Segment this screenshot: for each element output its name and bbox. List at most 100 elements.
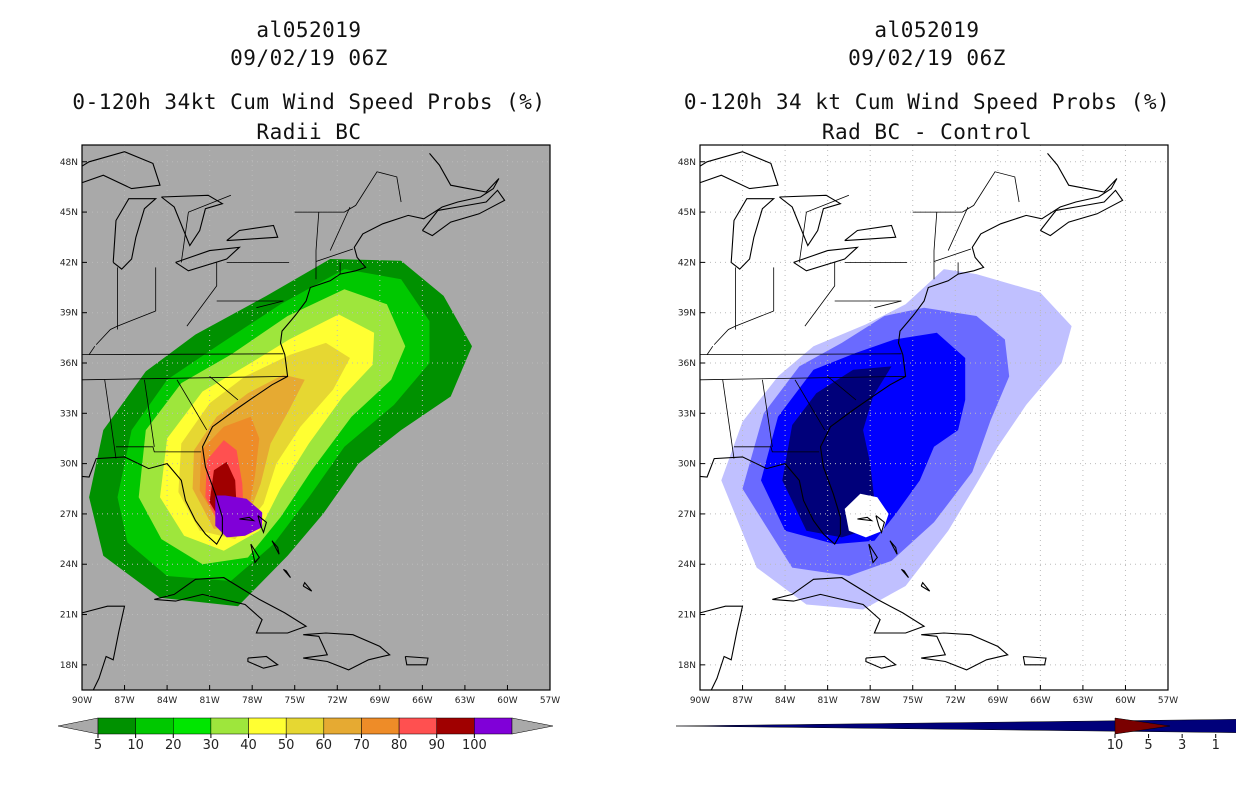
colorbar-label: 5 [94, 738, 102, 753]
lat-label: 36N [678, 359, 696, 369]
lon-label: 90W [690, 696, 710, 706]
lon-label: 87W [732, 696, 752, 706]
lat-label: 30N [678, 460, 696, 470]
lat-label: 21N [678, 611, 696, 621]
contour-group [89, 259, 472, 607]
panel-rad-bc-control: al052019 09/02/19 06Z 0-120h 34 kt Cum W… [618, 0, 1236, 800]
lon-label: 72W [327, 696, 347, 706]
colorbar-left-arrow [57, 717, 99, 735]
colorbar-swatch [361, 717, 400, 735]
lon-label: 72W [945, 696, 965, 706]
datetime-title: 09/02/19 06Z [848, 46, 1006, 70]
lon-label: 84W [775, 696, 795, 706]
lon-label: 78W [242, 696, 262, 706]
datetime-title: 09/02/19 06Z [230, 46, 388, 70]
lon-label: 57W [1158, 696, 1178, 706]
colorbar-swatch [436, 717, 475, 735]
lat-label: 18N [60, 661, 78, 671]
coastlines [82, 151, 506, 690]
lon-label: 78W [860, 696, 880, 706]
coastlines [700, 151, 1124, 690]
colorbar-label: 80 [391, 738, 408, 753]
lon-label: 84W [157, 696, 177, 706]
lon-label: 75W [285, 696, 305, 706]
lon-label: 75W [903, 696, 923, 706]
lat-label: 33N [60, 409, 78, 419]
colorbar-swatch [285, 717, 325, 735]
lon-label: 87W [114, 696, 134, 706]
lat-label: 45N [60, 208, 78, 218]
contour-90-pct [215, 495, 263, 538]
colorbar-swatch [173, 717, 212, 735]
colorbar-label: 1 [1212, 738, 1220, 753]
colorbar-label: 50 [278, 738, 295, 753]
contour-neutral-hole [844, 493, 889, 538]
colorbar-label: 40 [240, 738, 257, 753]
colorbar-label: 3 [1178, 738, 1186, 753]
lat-label: 27N [60, 510, 78, 520]
colorbar-swatch [323, 717, 362, 735]
lon-label: 66W [1030, 696, 1050, 706]
lon-label: 60W [1115, 696, 1135, 706]
lon-label: 57W [540, 696, 560, 706]
map-frame [81, 144, 551, 691]
state-borders [82, 171, 402, 459]
colorbar-label: 90 [428, 738, 445, 753]
colorbar-label: 5 [1144, 738, 1152, 753]
lon-label: 81W [817, 696, 837, 706]
colorbar-swatch [398, 717, 437, 735]
colorbar-swatch [210, 717, 249, 735]
lat-label: 45N [678, 208, 696, 218]
lat-label: 24N [60, 560, 78, 570]
colorbar-swatch [135, 717, 174, 735]
map-frame [699, 144, 1169, 691]
colorbar-label: 70 [353, 738, 370, 753]
lon-label: 63W [1073, 696, 1093, 706]
map-left: 90W 87W 84W 81W 78W 75W 72W 69W 66W 63W 60W 57W 18N 2… [57, 144, 560, 753]
lat-label: 39N [60, 309, 78, 319]
lat-label: 33N [678, 409, 696, 419]
grid-lines [700, 145, 1168, 690]
lat-label: 42N [60, 258, 78, 268]
lat-label: 42N [678, 258, 696, 268]
colorbar-left-arrow [675, 719, 1236, 733]
colorbar-label: 30 [203, 738, 220, 753]
colorbar-label: 10 [127, 738, 144, 753]
product-title: 0-120h 34kt Cum Wind Speed Probs (%) [72, 90, 546, 114]
lat-label: 30N [60, 460, 78, 470]
colorbar: 5 10 20 30 40 50 60 70 80 90 100 [57, 717, 554, 753]
lon-label: 66W [412, 696, 432, 706]
lat-label: 18N [678, 661, 696, 671]
lon-label: 90W [72, 696, 92, 706]
subtitle: Radii BC [256, 120, 362, 144]
lat-label: 24N [678, 560, 696, 570]
lat-label: 48N [678, 158, 696, 168]
lon-label: 63W [455, 696, 475, 706]
colorbar: -10-5-3-113510 [675, 717, 1236, 753]
lat-label: 27N [678, 510, 696, 520]
colorbar-swatch [474, 717, 513, 735]
lon-label: 81W [199, 696, 219, 706]
colorbar-right-arrow [511, 717, 554, 735]
colorbar-label: 100 [462, 738, 487, 753]
lat-label: 21N [60, 611, 78, 621]
subtitle: Rad BC - Control [821, 120, 1033, 144]
map-right: 90W 87W 84W 81W 78W 75W 72W 69W 66W 63W 60W 57W 18N 2… [675, 144, 1236, 753]
panel-radii-bc: al052019 09/02/19 06Z 0-120h 34kt Cum Wi… [57, 18, 560, 753]
lon-label: 60W [497, 696, 517, 706]
lat-label: 48N [60, 158, 78, 168]
lon-label: 69W [988, 696, 1008, 706]
colorbar-label: 10 [1107, 738, 1124, 753]
lon-label: 69W [370, 696, 390, 706]
colorbar-swatch [97, 717, 136, 735]
colorbar-label: 20 [165, 738, 182, 753]
colorbar-right-arrow [1114, 717, 1171, 735]
lat-label: 39N [678, 309, 696, 319]
lat-label: 36N [60, 359, 78, 369]
storm-id-title: al052019 [256, 18, 362, 42]
state-borders [700, 171, 1020, 459]
colorbar-swatch [248, 717, 287, 735]
product-title: 0-120h 34 kt Cum Wind Speed Probs (%) [683, 90, 1171, 114]
colorbar-label: 60 [316, 738, 333, 753]
storm-id-title: al052019 [874, 18, 980, 42]
